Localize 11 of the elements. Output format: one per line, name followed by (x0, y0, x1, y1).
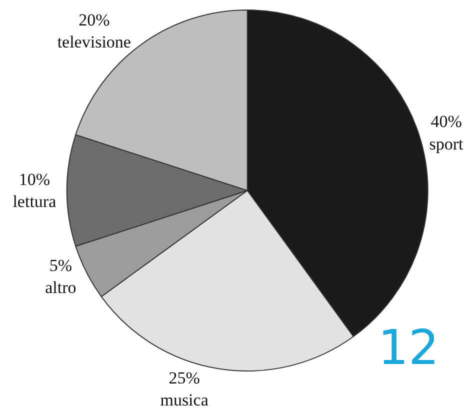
slice-label: televisione (57, 32, 131, 52)
data-label: 10% (18, 170, 50, 189)
text: 12 (378, 320, 440, 376)
data-label: 25% (168, 368, 200, 388)
data-label: 20% (78, 10, 110, 30)
slice-label: lettura (12, 192, 57, 212)
data-label: 5% (49, 256, 72, 276)
slice-label: sport (429, 134, 464, 154)
data-label: 40% (430, 112, 462, 132)
slice-label: altro (45, 278, 76, 298)
slice-label: musica (160, 390, 209, 410)
